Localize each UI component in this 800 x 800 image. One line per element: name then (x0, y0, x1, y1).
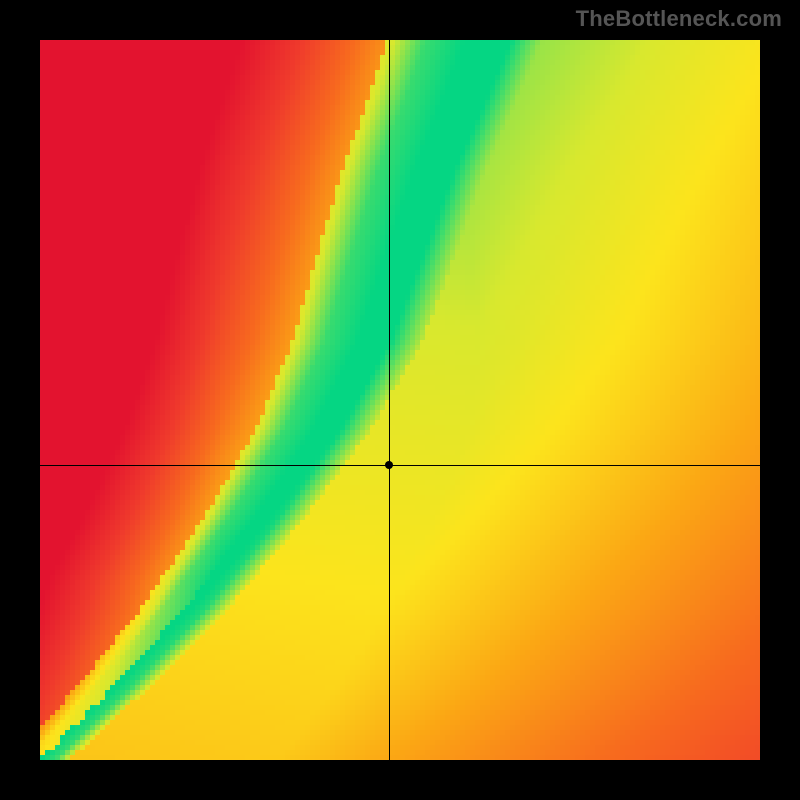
crosshair-marker (385, 461, 393, 469)
heatmap-plot (40, 40, 760, 760)
heatmap-canvas (40, 40, 760, 760)
crosshair-horizontal (40, 465, 760, 466)
watermark-text: TheBottleneck.com (576, 6, 782, 32)
crosshair-vertical (389, 40, 390, 760)
